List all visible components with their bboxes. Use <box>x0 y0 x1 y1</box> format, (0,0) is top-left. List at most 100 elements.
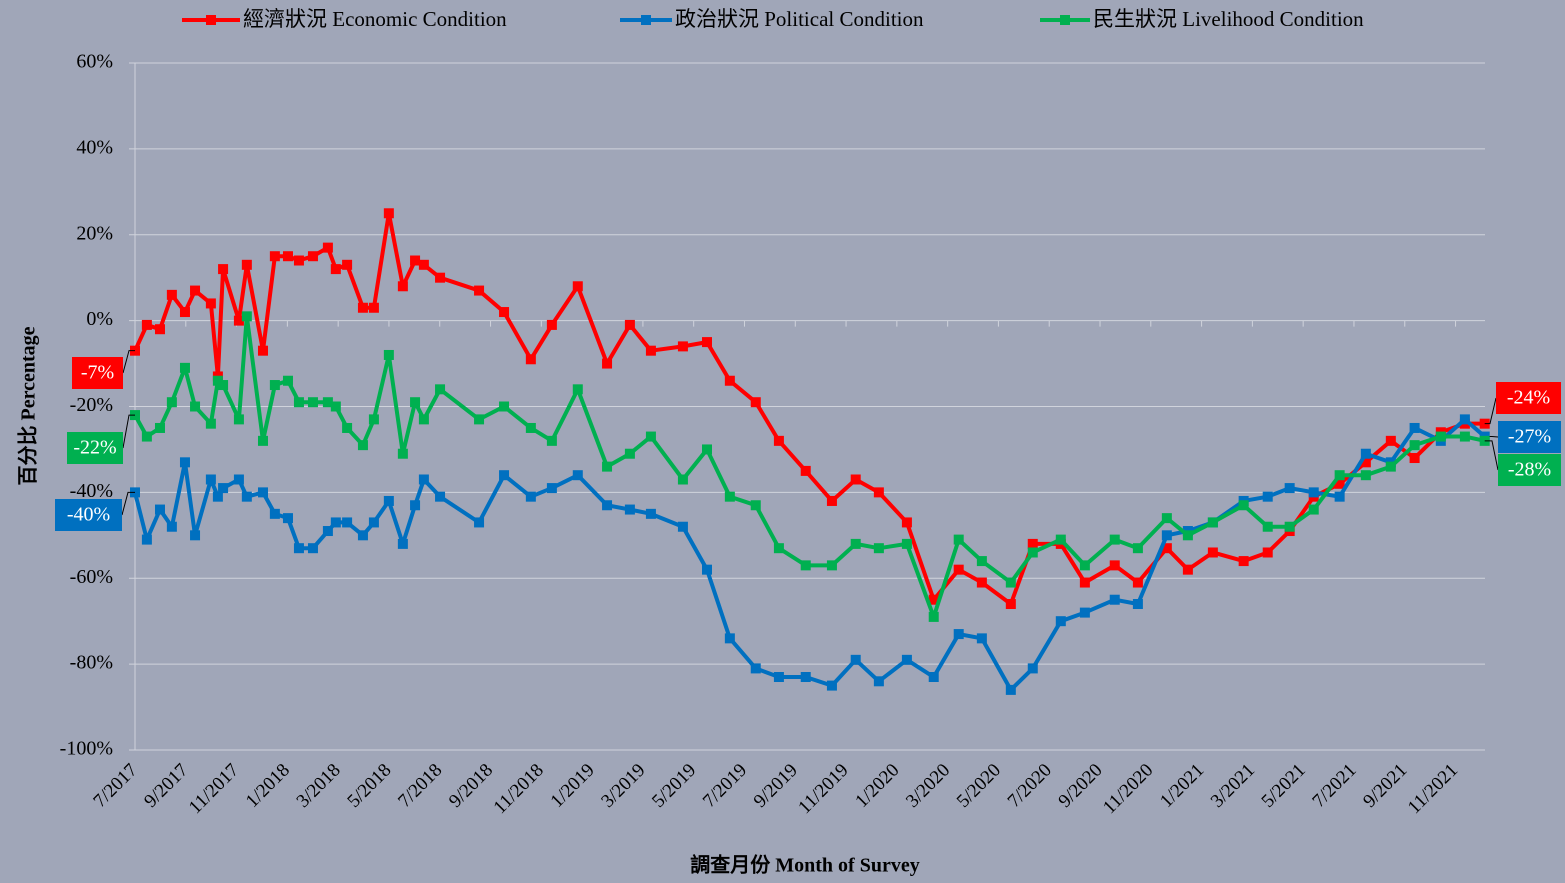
point <box>322 397 333 408</box>
point <box>410 500 421 511</box>
point <box>773 672 784 683</box>
point <box>474 517 485 528</box>
point <box>1385 461 1396 472</box>
point <box>212 375 223 386</box>
point <box>357 302 368 313</box>
point <box>499 470 510 481</box>
point <box>826 680 837 691</box>
point <box>330 401 341 412</box>
point <box>1360 448 1371 459</box>
point <box>1055 616 1066 627</box>
point <box>1284 521 1295 532</box>
point <box>435 491 446 502</box>
point <box>241 311 252 322</box>
point <box>233 474 244 485</box>
point <box>1409 440 1420 451</box>
point <box>257 435 268 446</box>
point <box>928 611 939 622</box>
point <box>1132 577 1143 588</box>
point <box>435 272 446 283</box>
point <box>976 556 987 567</box>
point <box>307 251 318 262</box>
point <box>1308 487 1319 498</box>
y-tick-label: -80% <box>70 652 113 674</box>
legend-label: 經濟狀況 Economic Condition <box>243 7 507 31</box>
leader-line <box>1484 440 1499 471</box>
point <box>1459 414 1470 425</box>
data-label-box <box>1498 454 1561 486</box>
y-axis-label: 百分比 Percentage <box>17 326 40 485</box>
point <box>233 414 244 425</box>
point <box>976 577 987 588</box>
point <box>645 508 656 519</box>
point <box>474 285 485 296</box>
point <box>645 345 656 356</box>
point <box>1005 599 1016 610</box>
point <box>701 444 712 455</box>
point <box>546 483 557 494</box>
point <box>474 414 485 425</box>
point <box>282 513 293 524</box>
y-tick-label: -20% <box>70 394 113 416</box>
point <box>901 538 912 549</box>
point <box>307 543 318 554</box>
point <box>1027 663 1038 674</box>
point <box>1005 577 1016 588</box>
data-label: -28% <box>1508 459 1551 481</box>
data-label-box <box>1498 421 1561 453</box>
point <box>800 560 811 571</box>
point <box>1385 435 1396 446</box>
point <box>368 414 379 425</box>
point <box>750 663 761 674</box>
point <box>1334 491 1345 502</box>
point <box>166 521 177 532</box>
point <box>190 285 201 296</box>
point <box>602 500 613 511</box>
point <box>179 457 190 468</box>
point <box>499 307 510 318</box>
legend-marker <box>1060 15 1070 25</box>
point <box>154 324 165 335</box>
point <box>677 521 688 532</box>
point <box>850 474 861 485</box>
point <box>342 422 353 433</box>
point <box>1161 530 1172 541</box>
point <box>241 259 252 270</box>
point <box>826 495 837 506</box>
point <box>1132 543 1143 554</box>
point <box>1109 594 1120 605</box>
point <box>1238 500 1249 511</box>
point <box>330 517 341 528</box>
point <box>901 654 912 665</box>
point <box>724 633 735 644</box>
point <box>1182 530 1193 541</box>
point <box>602 461 613 472</box>
point <box>677 341 688 352</box>
point <box>525 354 536 365</box>
point <box>1262 491 1273 502</box>
point <box>383 208 394 219</box>
data-label-box <box>55 499 122 531</box>
point <box>525 422 536 433</box>
point <box>383 495 394 506</box>
point <box>800 465 811 476</box>
point <box>1132 599 1143 610</box>
point <box>397 448 408 459</box>
point <box>750 500 761 511</box>
data-label: -27% <box>1508 426 1551 448</box>
point <box>233 315 244 326</box>
point <box>154 422 165 433</box>
point <box>1079 560 1090 571</box>
point <box>701 337 712 348</box>
point <box>190 530 201 541</box>
point <box>928 594 939 605</box>
point <box>1284 483 1295 494</box>
point <box>257 345 268 356</box>
data-label-box <box>72 357 123 389</box>
point <box>1109 534 1120 545</box>
point <box>257 487 268 498</box>
point <box>901 517 912 528</box>
data-label: -22% <box>73 437 116 459</box>
y-tick-label: -40% <box>70 480 113 502</box>
